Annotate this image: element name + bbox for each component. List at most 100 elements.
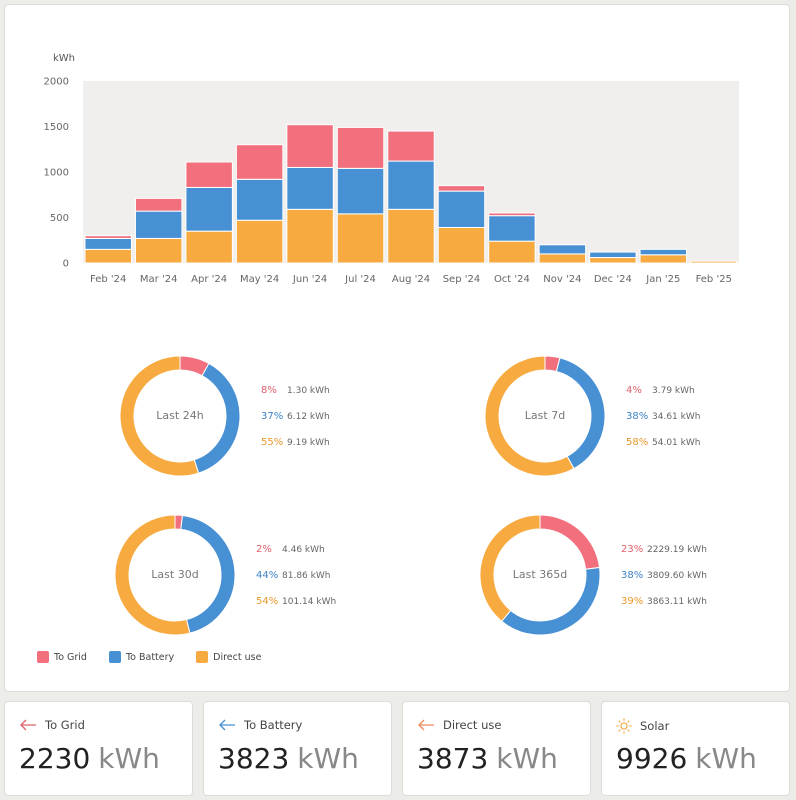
x-tick-label: Jan '25	[645, 274, 680, 285]
donut-last-365d: Last 365d 23% 2229.19 kWh 38% 3809.60 kWh …	[475, 510, 715, 640]
donut-kwh: 4.46 kWh	[282, 545, 325, 555]
arrow-left-icon	[20, 719, 36, 731]
bar-segment[interactable]	[84, 237, 132, 250]
donut-segment-direct-use[interactable]	[119, 355, 200, 477]
bar-segment[interactable]	[690, 260, 738, 264]
donut-row-to-grid: 8% 1.30 kWh	[261, 378, 330, 404]
stat-unit: kWh	[98, 742, 160, 775]
bar-segment[interactable]	[387, 130, 435, 162]
legend-item-direct-use[interactable]: Direct use	[196, 651, 261, 663]
x-tick-label: Aug '24	[392, 274, 430, 285]
bar-segment[interactable]	[336, 213, 385, 264]
bar-segment[interactable]	[488, 215, 536, 242]
legend-item-to-battery[interactable]: To Battery	[108, 651, 175, 663]
stat-value-row: 9926 kWh	[616, 742, 757, 775]
donut-kwh: 1.30 kWh	[287, 386, 330, 396]
bar-segment[interactable]	[488, 212, 536, 217]
donut-row-to-battery: 44% 81.86 kWh	[256, 563, 336, 589]
donut-pct: 39%	[621, 596, 644, 607]
stat-card-direct-use: Direct use 3873 kWh	[402, 701, 591, 796]
bar-segment[interactable]	[134, 237, 183, 264]
x-tick-label: Nov '24	[543, 274, 581, 285]
stat-card-to-grid: To Grid 2230 kWh	[4, 701, 193, 796]
y-tick-label: 0	[63, 259, 69, 270]
bar-segment[interactable]	[84, 235, 132, 239]
donut-segment-direct-use[interactable]	[484, 355, 575, 477]
bar-segment[interactable]	[235, 178, 284, 221]
donut-row-to-grid: 23% 2229.19 kWh	[621, 537, 707, 563]
donut-kwh: 3863.11 kWh	[647, 597, 707, 607]
bar-segment[interactable]	[437, 185, 486, 192]
donut-chart-last-7d	[484, 355, 606, 477]
monthly-energy-bar-chart: kWh 0 500 1000 1500 2000 Feb '24 Mar '24 Apr '24…	[44, 53, 739, 285]
y-tick-label: 500	[50, 213, 69, 224]
donut-chart-last-24h	[119, 355, 241, 477]
bar-segment[interactable]	[286, 124, 334, 168]
bar-segment[interactable]	[336, 126, 385, 169]
donut-kwh: 3.79 kWh	[652, 386, 695, 396]
legend-label: Direct use	[213, 651, 262, 663]
donut-row-to-grid: 2% 4.46 kWh	[256, 537, 336, 563]
bar-segment[interactable]	[538, 244, 587, 255]
donut-kwh: 6.12 kWh	[287, 412, 330, 422]
bar-segment[interactable]	[185, 186, 233, 232]
bar-segment[interactable]	[84, 248, 132, 264]
donut-center-label: Last 30d	[151, 568, 199, 581]
sun-icon	[616, 718, 632, 734]
donut-pct: 37%	[261, 411, 284, 422]
donut-row-to-grid: 4% 3.79 kWh	[626, 378, 700, 404]
stat-label: To Battery	[244, 718, 303, 732]
y-tick-label: 1000	[44, 168, 69, 179]
bar-segment[interactable]	[437, 227, 486, 264]
bar-segment[interactable]	[538, 253, 587, 264]
x-tick-label: Jul '24	[344, 274, 376, 285]
donut-segment-direct-use[interactable]	[114, 514, 191, 636]
bar-segment[interactable]	[286, 166, 334, 210]
donut-segment-to-grid[interactable]	[539, 514, 601, 570]
legend-item-to-grid[interactable]: To Grid	[37, 651, 87, 663]
donut-pct: 44%	[256, 570, 279, 581]
bar-segment[interactable]	[387, 208, 435, 264]
bar-segment[interactable]	[589, 251, 637, 259]
bar-segment[interactable]	[336, 167, 385, 215]
x-tick-label: Dec '24	[594, 274, 632, 285]
stat-card-to-battery: To Battery 3823 kWh	[203, 701, 392, 796]
bar-segment[interactable]	[185, 230, 233, 264]
bar-segment[interactable]	[639, 248, 688, 256]
donut-kwh: 54.01 kWh	[652, 438, 701, 448]
donut-pct: 38%	[621, 570, 644, 581]
legend-label: To Battery	[125, 651, 175, 663]
bar-segment[interactable]	[185, 161, 233, 188]
stat-label: Solar	[640, 719, 670, 733]
chart-legend: To Grid To Battery Direct use	[37, 651, 261, 663]
donut-chart-last-365d	[479, 514, 601, 636]
donut-pct: 55%	[261, 437, 284, 448]
x-tick-label: Feb '25	[696, 274, 732, 285]
bar-segment[interactable]	[286, 208, 334, 264]
donut-center-label: Last 24h	[156, 409, 204, 422]
stat-unit: kWh	[297, 742, 359, 775]
x-tick-label: Oct '24	[494, 274, 530, 285]
x-tick-label: Jun '24	[292, 274, 327, 285]
bar-segment[interactable]	[639, 254, 688, 264]
y-axis-label: kWh	[53, 53, 75, 64]
bar-segment[interactable]	[488, 240, 536, 264]
stat-value-row: 3873 kWh	[417, 742, 558, 775]
bar-segment[interactable]	[134, 210, 183, 239]
donut-kwh: 34.61 kWh	[652, 412, 701, 422]
stat-value-row: 3823 kWh	[218, 742, 359, 775]
bar-segment[interactable]	[235, 219, 284, 264]
donut-row-direct-use: 58% 54.01 kWh	[626, 430, 700, 456]
x-tick-label: Feb '24	[90, 274, 126, 285]
bar-segment[interactable]	[387, 160, 435, 210]
donut-pct: 8%	[261, 385, 277, 396]
bar-segment[interactable]	[589, 257, 637, 264]
bar-segment[interactable]	[235, 144, 284, 180]
donut-segment-direct-use[interactable]	[479, 514, 541, 622]
donut-chart-last-30d	[114, 514, 236, 636]
bar-segment[interactable]	[437, 190, 486, 229]
bar-segment[interactable]	[134, 197, 183, 212]
donut-row-to-battery: 37% 6.12 kWh	[261, 404, 330, 430]
donut-kwh: 3809.60 kWh	[647, 571, 707, 581]
x-tick-label: Mar '24	[140, 274, 178, 285]
